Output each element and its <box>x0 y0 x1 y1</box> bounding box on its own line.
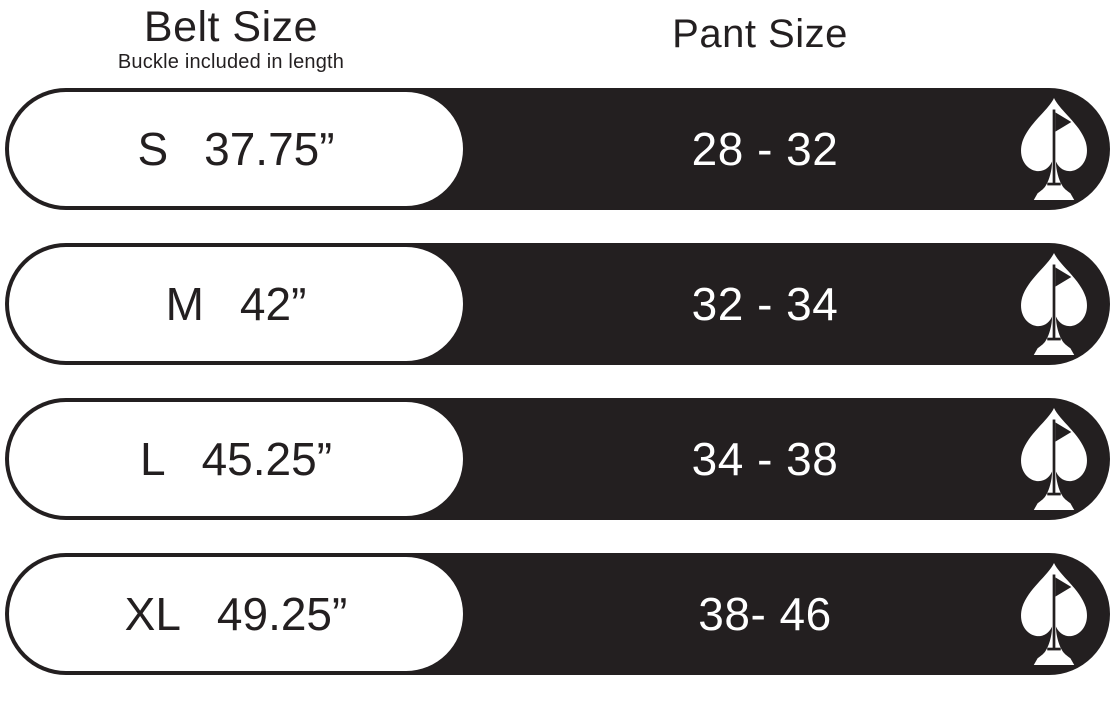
pant-range-label: 32 - 34 <box>691 278 839 330</box>
length-label: 37.75” <box>204 123 335 175</box>
belt-row-m: M 42” 32 - 34 <box>5 243 1110 365</box>
pant-range-label: 34 - 38 <box>691 433 839 485</box>
size-chart: Belt Size Buckle included in length Pant… <box>0 3 1110 675</box>
belt-rows: S 37.75” 28 - 32 M 42” 32 - 34 <box>5 88 1110 708</box>
length-label: 42” <box>239 278 307 330</box>
size-label: L <box>139 433 166 485</box>
belt-size-title: Belt Size <box>143 3 319 51</box>
spade-golf-pin-icon <box>1015 407 1093 511</box>
belt-tip-label: L 45.25” <box>9 402 463 516</box>
size-label: XL <box>124 588 181 640</box>
pant-range-label: 28 - 32 <box>691 123 839 175</box>
belt-tip-label: XL 49.25” <box>9 557 463 671</box>
belt-size-header: Belt Size Buckle included in length <box>0 3 462 74</box>
belt-size-subtitle: Buckle included in length <box>117 51 345 74</box>
belt-row-l: L 45.25” 34 - 38 <box>5 398 1110 520</box>
size-label: M <box>165 278 204 330</box>
pant-range-label: 38- 46 <box>698 588 832 640</box>
size-label: S <box>137 123 169 175</box>
belt-row-s: S 37.75” 28 - 32 <box>5 88 1110 210</box>
length-label: 49.25” <box>216 588 348 640</box>
belt-row-xl: XL 49.25” 38- 46 <box>5 553 1110 675</box>
belt-tip-label: M 42” <box>9 247 463 361</box>
pant-size-header: Pant Size <box>672 12 848 56</box>
belt-tip-label: S 37.75” <box>9 92 463 206</box>
spade-golf-pin-icon <box>1015 252 1093 356</box>
length-label: 45.25” <box>201 433 333 485</box>
spade-golf-pin-icon <box>1015 562 1093 666</box>
spade-golf-pin-icon <box>1015 97 1093 201</box>
